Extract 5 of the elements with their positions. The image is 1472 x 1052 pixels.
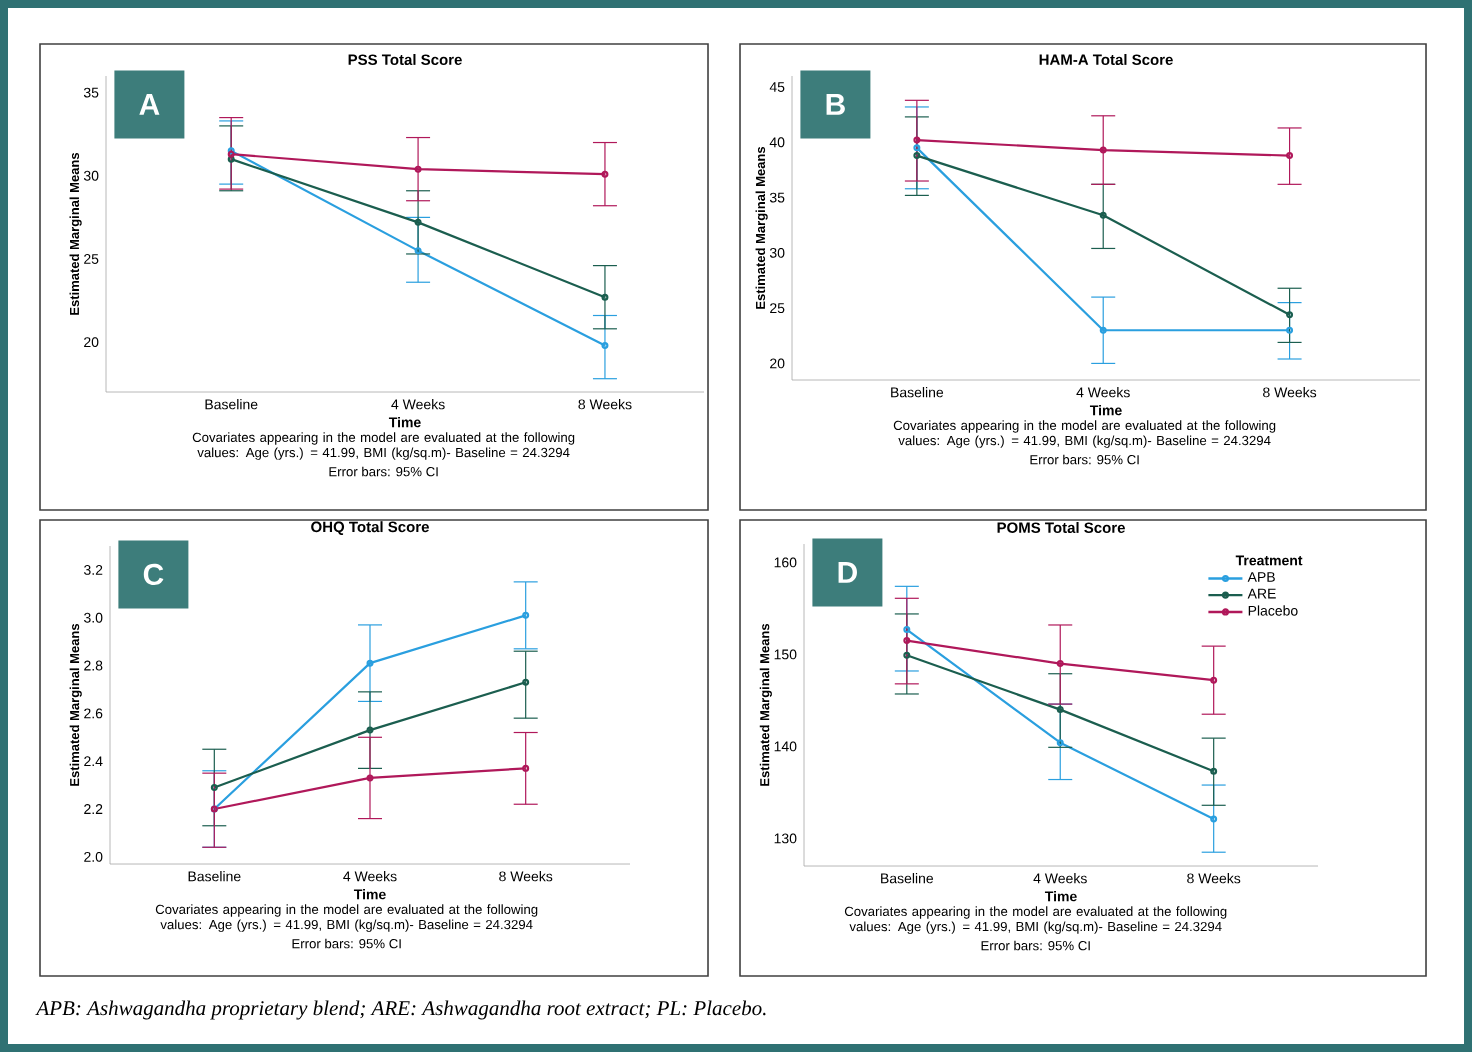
annotation: C [143,563,164,586]
annotation: A [139,94,160,115]
annotation: B [826,94,845,115]
annotation: D [838,562,857,583]
text: APB: Ashwagandha proprietary blend; ARE: Ashwagandha root extract; PL: Placebo. [35,1000,766,1020]
